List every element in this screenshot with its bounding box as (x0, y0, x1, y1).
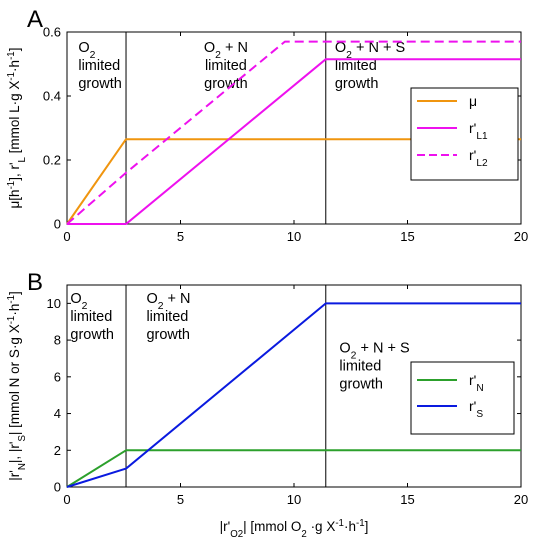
panel-a-ylabel-text: μ[h-1], r'L [mmol L·g X-1·h-1] (6, 48, 28, 209)
panel-b-legend-label: r'N (469, 372, 484, 394)
panel-b-xtick-label: 15 (400, 492, 414, 507)
panel-b-ytick-label: 8 (54, 333, 61, 348)
panel-b-region-label-1: limited (70, 309, 112, 325)
panel-a-ytick-label: 0.2 (43, 153, 61, 168)
panel-a-region-label-3: O2 + N + S (335, 40, 405, 61)
panel-b-ytick-label: 0 (54, 480, 61, 495)
panel-a-region-label-1: limited (78, 58, 120, 74)
panel-b-letter: B (27, 269, 43, 296)
panel-a-series-2-line (67, 58, 521, 225)
panel-a-legend-box (410, 87, 519, 181)
panel-a-ytick-label: 0.4 (43, 89, 61, 104)
panel-b-series-1-line (66, 449, 521, 488)
panel-b-region-label-2: growth (146, 327, 190, 343)
panel-b-ytick-label: 6 (54, 369, 61, 384)
panel-a-region-label-1: growth (78, 76, 122, 92)
panel-b-legend-label: r'S (469, 398, 483, 420)
panel-b-legend: r'N r'S (410, 361, 515, 435)
panel-b-ylabel: |r'N|, |r'S| [mmol N or S·g X-1·h-1] (6, 291, 28, 480)
panel-a-letter: A (27, 6, 43, 33)
panel-a-legend-label: r'L1 (469, 120, 488, 142)
panel-a-legend-label: r'L2 (469, 147, 488, 169)
panel-a-ylabel: μ[h-1], r'L [mmol L·g X-1·h-1] (6, 48, 28, 209)
panel-a-region-label-3: growth (335, 76, 379, 92)
panel-a-ytick-label: 0.6 (43, 25, 61, 40)
panel-b-region-label-1: growth (70, 327, 114, 343)
panel-b-ytick-label: 2 (54, 443, 61, 458)
panel-a-region-label-2: growth (204, 76, 248, 92)
panel-b-xtick-label: 0 (63, 492, 70, 507)
panel-b-region-label-2: limited (146, 309, 188, 325)
panel-a-xtick-label: 20 (514, 229, 528, 244)
panel-b-xlabel: |r'O2| [mmol O2 ·g X-1·h-1] (220, 518, 369, 540)
panel-a-legend: μ r'L1 r'L2 (410, 87, 519, 181)
panel-b-xtick-label: 10 (287, 492, 301, 507)
panel-a-legend-label: μ (469, 93, 477, 109)
panel-b-xtick-label: 20 (514, 492, 528, 507)
panel-b-ytick-label: 4 (54, 406, 61, 421)
panel-a-ytick-label: 0 (54, 217, 61, 232)
panel-a-region-label-2: O2 + N (204, 40, 248, 61)
panel-a-xtick-label: 10 (287, 229, 301, 244)
panel-b-legend-box (410, 361, 515, 435)
panel-a-xtick-label: 5 (177, 229, 184, 244)
panel-b-region-label-3: O2 + N + S (339, 340, 409, 361)
panel-b-ytick-label: 10 (47, 296, 61, 311)
panel-b-xtick-label: 5 (177, 492, 184, 507)
panel-a-region-label-2: limited (205, 58, 247, 74)
panel-b-series-2-line (66, 302, 521, 488)
panel-a-region-label-3: limited (335, 58, 377, 74)
panel-b-region-label-2: O2 + N (146, 291, 190, 312)
panel-b-ylabel-text: |r'N|, |r'S| [mmol N or S·g X-1·h-1] (6, 291, 28, 480)
panel-a-xtick-label: 0 (63, 229, 70, 244)
panel-b-region-label-1: O2 (70, 291, 87, 312)
panel-b-xlabel-text: |r'O2| [mmol O2 ·g X-1·h-1] (220, 518, 369, 540)
panel-a-region-label-1: O2 (78, 40, 95, 61)
panel-a-xtick-label: 15 (400, 229, 414, 244)
panel-b-region-label-3: limited (339, 358, 381, 374)
panel-a-series-1-line (66, 138, 521, 225)
panel-b-region-label-3: growth (339, 376, 383, 392)
